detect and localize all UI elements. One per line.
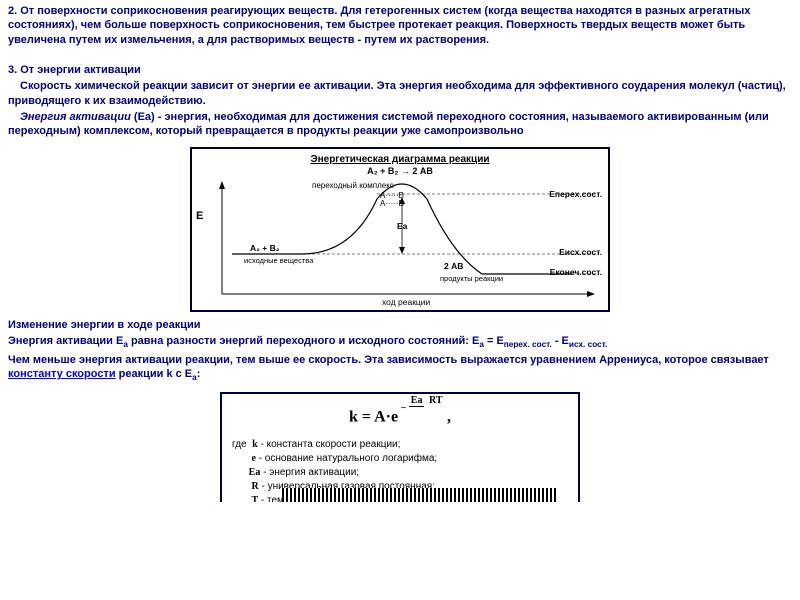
transition-complex-label: переходный комплекс: [312, 181, 394, 191]
para-energy-change: Изменение энергии в ходе реакции: [8, 318, 792, 332]
e-axis-label: Е: [196, 209, 203, 223]
para-activation-heading: 3. От энергии активации: [8, 63, 792, 77]
initial-substances-label: исходные вещества: [244, 257, 313, 265]
para-arrhenius: Чем меньше энергия активации реакции, те…: [8, 353, 792, 384]
products-label: 2 АВ: [444, 261, 463, 272]
products-text-label: продукты реакции: [440, 275, 503, 283]
diagram-title: Энергетическая диаграмма реакции: [192, 149, 608, 166]
para-activation-desc: Скорость химической реакции зависит от э…: [8, 79, 792, 108]
para-ea-formula: Энергия активации Еа равна разности энер…: [8, 334, 792, 351]
energy-diagram-wrap: Энергетическая диаграмма реакции А₂ + В₂…: [8, 147, 792, 312]
barcode-pattern: [282, 488, 558, 502]
para-activation-def: Энергия активации (Еа) - энергия, необхо…: [8, 110, 792, 139]
diagram-subtitle: А₂ + В₂ → 2 АВ: [192, 166, 608, 178]
para-surface: 2. От поверхности соприкосновения реагир…: [8, 4, 792, 47]
e-final-label: Еконеч.сост.: [550, 267, 602, 278]
x-axis-label: ход реакции: [382, 297, 430, 308]
arrhenius-equation-box: k = A·e − Ea RT , где k - константа скор…: [220, 392, 580, 502]
ab-bot: А·····В: [380, 199, 404, 209]
e-initial-label: Еисх.сост.: [559, 247, 602, 258]
document-body: 2. От поверхности соприкосновения реагир…: [8, 4, 792, 502]
energy-diagram: Энергетическая диаграмма реакции А₂ + В₂…: [190, 147, 610, 312]
term-activation-energy: Энергия активации: [20, 111, 131, 123]
rate-constant-link[interactable]: константу скорости: [8, 368, 116, 380]
ea-label: Еа: [397, 221, 407, 232]
e-transition-label: Еперех.сост.: [549, 189, 602, 200]
equation-wrap: k = A·e − Ea RT , где k - константа скор…: [8, 392, 792, 502]
arrhenius-formula: k = A·e − Ea RT ,: [232, 406, 568, 428]
reagents-label: А₂ + В₂: [250, 243, 280, 254]
